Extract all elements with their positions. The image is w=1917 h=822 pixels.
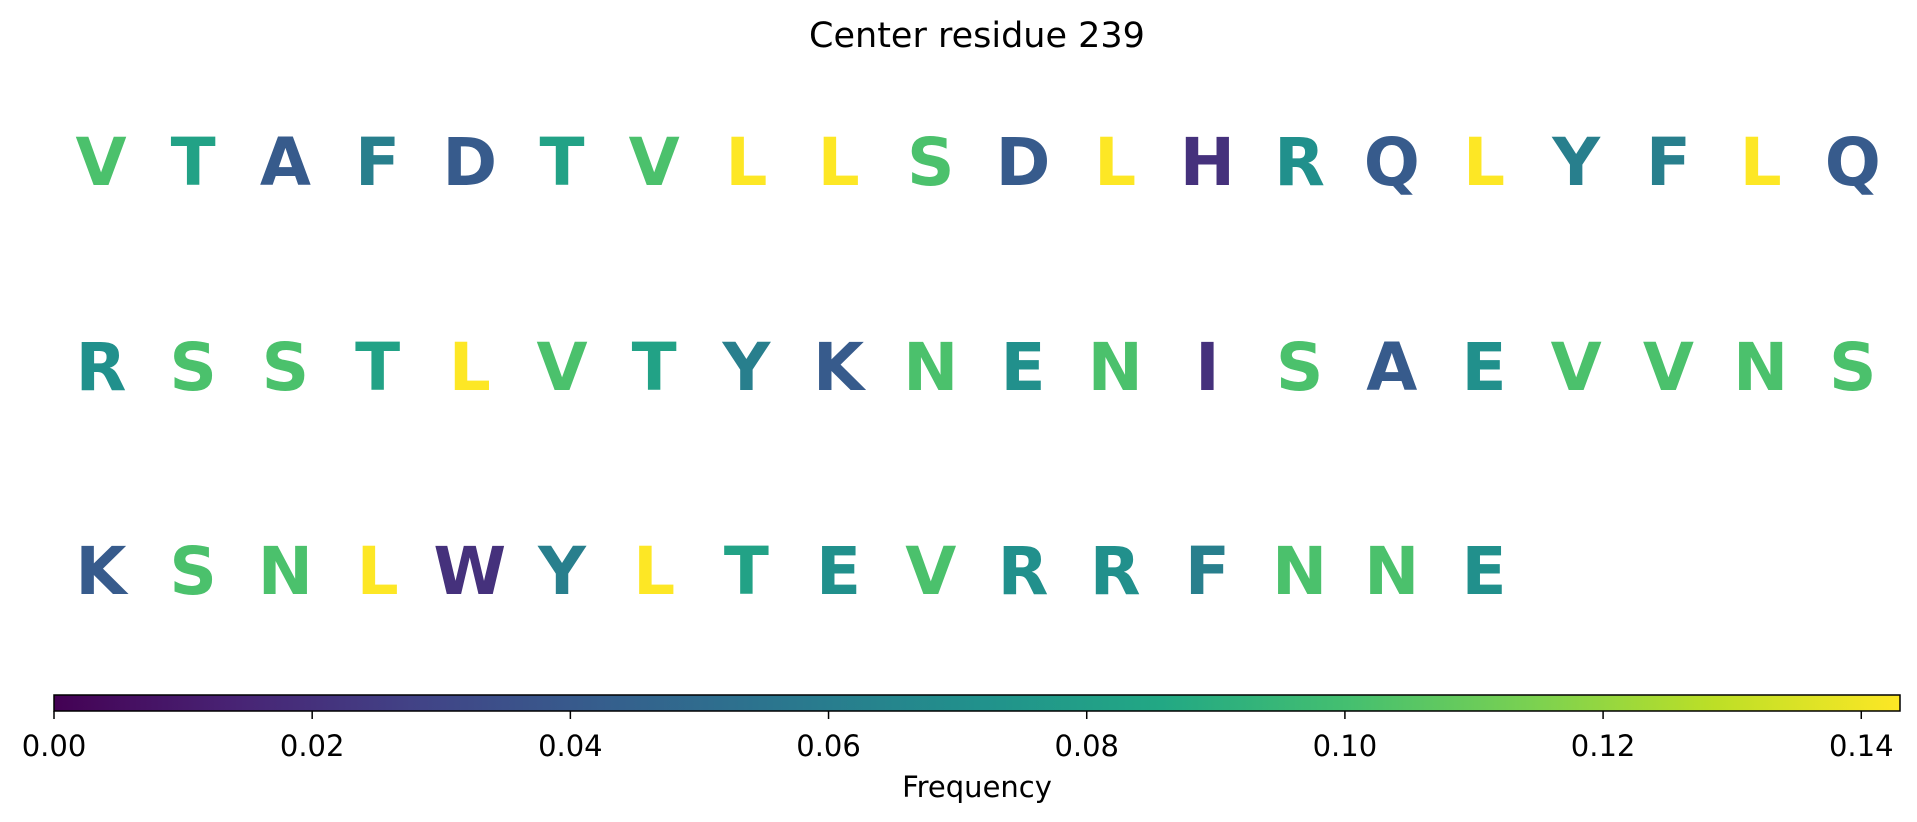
residue-letter: T [632, 329, 677, 406]
residue-letter: L [1094, 124, 1136, 201]
residue-letter: L [725, 124, 767, 201]
residue-letter: F [355, 124, 400, 201]
residue-letter: R [76, 329, 127, 406]
residue-letter: R [1274, 124, 1325, 201]
residue-letter: N [1733, 329, 1788, 406]
residue-letter: E [816, 533, 861, 610]
chart-title: Center residue 239 [809, 16, 1145, 56]
residue-letter: D [442, 124, 497, 201]
residue-letter: F [1185, 533, 1230, 610]
residue-letter: S [169, 533, 217, 610]
residue-letter: R [998, 533, 1049, 610]
residue-letter: D [996, 124, 1051, 201]
residue-letter: L [449, 329, 491, 406]
residue-letter: V [75, 124, 126, 201]
residue-letter: L [633, 533, 675, 610]
residue-letter: L [1740, 124, 1782, 201]
residue-letter: N [258, 533, 313, 610]
residue-letter: Y [1551, 124, 1601, 201]
colorbar-label: Frequency [902, 770, 1052, 804]
residue-letter: A [1366, 329, 1417, 406]
residue-letter: N [1364, 533, 1419, 610]
residue-letter: W [433, 533, 506, 610]
residue-letter: K [813, 329, 867, 406]
residue-letter: T [355, 329, 400, 406]
residue-letter: V [905, 533, 956, 610]
colorbar-tick-label: 0.12 [1571, 729, 1636, 763]
residue-letter: I [1195, 329, 1220, 406]
residue-letter: T [539, 124, 584, 201]
residue-letter: A [260, 124, 311, 201]
colorbar-tick-label: 0.10 [1313, 729, 1378, 763]
residue-letter: F [1646, 124, 1691, 201]
residue-letter: T [724, 533, 769, 610]
residue-letter: S [262, 329, 310, 406]
residue-letter: S [169, 329, 217, 406]
colorbar-tick-label: 0.02 [280, 729, 345, 763]
residue-letter: Y [537, 533, 587, 610]
residue-letter: H [1180, 124, 1235, 201]
colorbar-tick-label: 0.08 [1054, 729, 1119, 763]
colorbar-tick-label: 0.00 [22, 729, 87, 763]
residue-letter: E [1461, 533, 1506, 610]
residue-letter: T [171, 124, 216, 201]
colorbar [53, 694, 1901, 712]
colorbar-tick-label: 0.06 [796, 729, 861, 763]
residue-letter: L [1463, 124, 1505, 201]
residue-letter: N [1272, 533, 1327, 610]
residue-letter: S [907, 124, 955, 201]
residue-letter: S [1829, 329, 1877, 406]
residue-letter: R [1090, 533, 1141, 610]
residue-letter: K [75, 533, 129, 610]
residue-letter: Y [722, 329, 772, 406]
residue-letters: V T A F D T V L L S D L H R Q L Y F L QR S S T L V T Y K N E N I S A E V V N S… [75, 124, 1880, 610]
residue-letter: L [818, 124, 860, 201]
residue-letter: N [903, 329, 958, 406]
residue-letter: V [536, 329, 587, 406]
residue-letter: E [1000, 329, 1045, 406]
residue-letter: N [1088, 329, 1143, 406]
residue-letter: L [357, 533, 399, 610]
residue-letter: E [1461, 329, 1506, 406]
residue-letter: V [629, 124, 680, 201]
residue-letter: V [1551, 329, 1602, 406]
colorbar-tick-label: 0.14 [1829, 729, 1894, 763]
colorbar-ticks: 0.00 0.02 0.04 0.06 0.08 0.10 0.12 0.14 [22, 711, 1894, 763]
colorbar-tick-label: 0.04 [538, 729, 603, 763]
residue-letter: Q [1364, 124, 1420, 201]
residue-letter: S [1276, 329, 1324, 406]
residue-letter: V [1643, 329, 1694, 406]
residue-letter: Q [1825, 124, 1881, 201]
